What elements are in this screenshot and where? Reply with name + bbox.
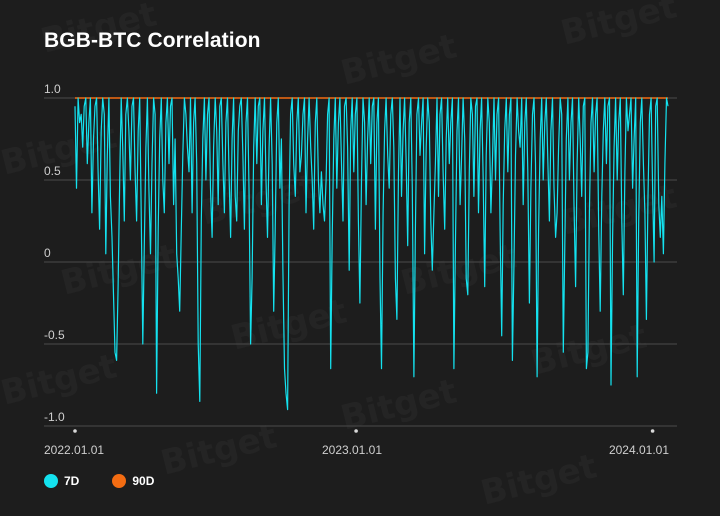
series-layer [74, 97, 669, 411]
x-tick-mark [73, 429, 77, 433]
legend-label-7d: 7D [64, 474, 80, 488]
chart-title: BGB-BTC Correlation [44, 29, 261, 52]
legend-swatch-90d [112, 474, 127, 488]
x-tick-label: 2023.01.01 [322, 443, 382, 457]
x-tick-mark [650, 429, 655, 433]
series-line-7d [74, 97, 669, 411]
x-tick-mark [354, 429, 358, 433]
x-tick-label: 2022.01.01 [44, 443, 104, 457]
legend-swatch-7d [44, 474, 58, 488]
legend: 7D 90D [44, 474, 187, 488]
y-tick-label: -1.0 [44, 410, 65, 424]
y-tick-label: 1.0 [44, 82, 61, 96]
x-tick-label: 2024.01.01 [609, 443, 669, 457]
y-tick-label: -0.5 [44, 328, 65, 342]
y-tick-label: 0 [44, 246, 51, 260]
legend-label-90d: 90D [132, 474, 155, 488]
x-axis: 2022.01.01 2023.01.01 2024.01.01 [44, 429, 669, 457]
legend-item-90d[interactable]: 90D [112, 474, 154, 488]
y-tick-label: 0.5 [44, 164, 61, 178]
legend-item-7d[interactable]: 7D [44, 474, 79, 488]
